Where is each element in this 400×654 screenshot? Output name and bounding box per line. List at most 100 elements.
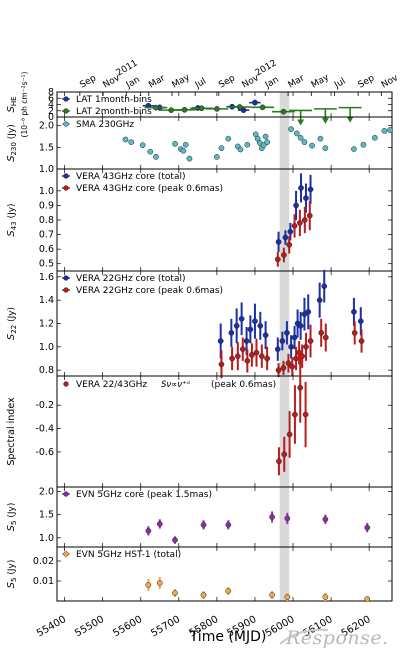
- data-point: [274, 346, 281, 353]
- x-tick-label: 55700: [149, 614, 182, 639]
- data-point: [139, 142, 146, 149]
- y-axis-label: S22 (Jy): [6, 307, 18, 340]
- top-month-label: Jan: [124, 75, 142, 91]
- legend-marker: [63, 108, 69, 114]
- x-tick-label: 55500: [73, 614, 106, 639]
- data-point: [291, 334, 298, 341]
- data-point: [289, 363, 296, 370]
- data-point: [253, 349, 260, 356]
- legend-marker: [63, 287, 69, 293]
- y-tick-label: -0.4: [35, 424, 54, 435]
- data-point: [293, 355, 299, 362]
- data-point: [218, 361, 225, 368]
- data-point: [279, 338, 286, 344]
- data-point: [288, 126, 294, 132]
- x-axis-label: Time (MJD): [189, 629, 267, 645]
- y-tick-label: 1.0: [39, 186, 54, 197]
- y-tick-label: 0.9: [39, 200, 54, 211]
- data-point: [233, 322, 240, 329]
- data-point: [274, 256, 281, 263]
- y-axis-units: (10⁻⁸ ph cm⁻²s⁻¹): [20, 71, 29, 137]
- data-point: [291, 222, 298, 229]
- y-axis-label: S5 (Jy): [6, 560, 18, 589]
- data-point: [276, 458, 282, 465]
- data-point: [172, 590, 178, 596]
- panel-4: 0.8 1.0 1.2 1.4 1.6 S22 (Jy) VERA 22GHz core (…: [6, 269, 393, 379]
- y-tick-label: 1.0: [39, 342, 54, 353]
- data-point: [257, 322, 264, 329]
- data-point: [275, 367, 282, 374]
- data-point: [297, 220, 303, 226]
- data-point: [237, 146, 244, 153]
- top-month-label: Nov: [380, 73, 400, 91]
- legend-entry: EVN 5GHz core (peak 1.5mas): [76, 490, 212, 500]
- data-point: [286, 241, 293, 248]
- y-axis-label: S230 (Jy): [6, 124, 18, 162]
- data-point: [229, 355, 235, 362]
- y-tick-label: 1.2: [39, 319, 54, 330]
- y-axis-label: SHE: [6, 96, 18, 112]
- y-tick-label: 1.0: [39, 164, 54, 175]
- top-month-label: Jul: [193, 77, 208, 92]
- y-tick-label: 0.8: [39, 215, 54, 226]
- data-point: [262, 133, 269, 140]
- data-point: [228, 329, 235, 336]
- y-tick-label: 6: [48, 93, 54, 104]
- data-point: [318, 329, 325, 336]
- data-point: [247, 326, 254, 333]
- y-axis-label: S43 (Jy): [6, 203, 18, 236]
- data-point: [360, 141, 367, 148]
- y-tick-label: 1.5: [39, 142, 54, 153]
- data-point: [264, 139, 270, 145]
- y-tick-label: 1.5: [39, 510, 54, 521]
- data-point: [288, 343, 294, 350]
- data-point: [293, 130, 300, 137]
- data-point: [244, 357, 251, 364]
- y-tick-label: 0.01: [33, 576, 54, 587]
- legend-formula: Sν∝ν⁺ᵅ: [161, 380, 190, 390]
- data-point: [172, 141, 178, 147]
- data-point: [316, 297, 323, 304]
- data-point: [236, 104, 243, 110]
- y-tick-label: 0: [48, 112, 54, 123]
- top-month-label: Mar: [287, 73, 307, 90]
- data-point: [180, 147, 187, 154]
- data-point: [200, 592, 207, 598]
- data-point: [307, 186, 314, 193]
- y-tick-label: 2.0: [39, 487, 54, 498]
- data-point: [282, 234, 289, 241]
- data-point: [182, 141, 189, 148]
- data-point: [258, 353, 265, 360]
- top-month-label: Jan: [263, 75, 281, 91]
- data-point: [252, 318, 258, 325]
- data-point: [147, 148, 154, 155]
- y-tick-label: 0.8: [39, 365, 54, 376]
- top-month-label: Sep: [357, 73, 377, 90]
- panel-frame: [56, 546, 393, 602]
- data-point: [243, 338, 250, 344]
- data-point: [302, 411, 309, 418]
- data-point: [217, 338, 224, 344]
- y-tick-label: 0.5: [39, 259, 54, 270]
- data-point: [351, 308, 357, 315]
- data-point: [168, 107, 175, 113]
- data-point: [214, 106, 220, 112]
- data-point: [122, 136, 129, 143]
- data-point: [301, 217, 308, 223]
- data-point: [285, 360, 292, 367]
- data-point: [317, 135, 324, 142]
- legend-marker: [63, 275, 69, 281]
- watermark-logo: Response.: [278, 622, 396, 650]
- legend-entry: VERA 43GHz core (total): [76, 172, 186, 182]
- legend-entry: VERA 22/43GHz: [76, 380, 147, 390]
- data-point: [153, 154, 159, 160]
- data-point: [234, 353, 241, 360]
- data-point: [280, 364, 287, 371]
- data-point: [145, 527, 152, 534]
- data-point: [286, 431, 293, 438]
- data-point: [275, 239, 282, 245]
- data-point: [364, 524, 371, 531]
- legend-entry: EVN 5GHz HST-1 (total): [76, 550, 181, 560]
- data-point: [225, 521, 232, 528]
